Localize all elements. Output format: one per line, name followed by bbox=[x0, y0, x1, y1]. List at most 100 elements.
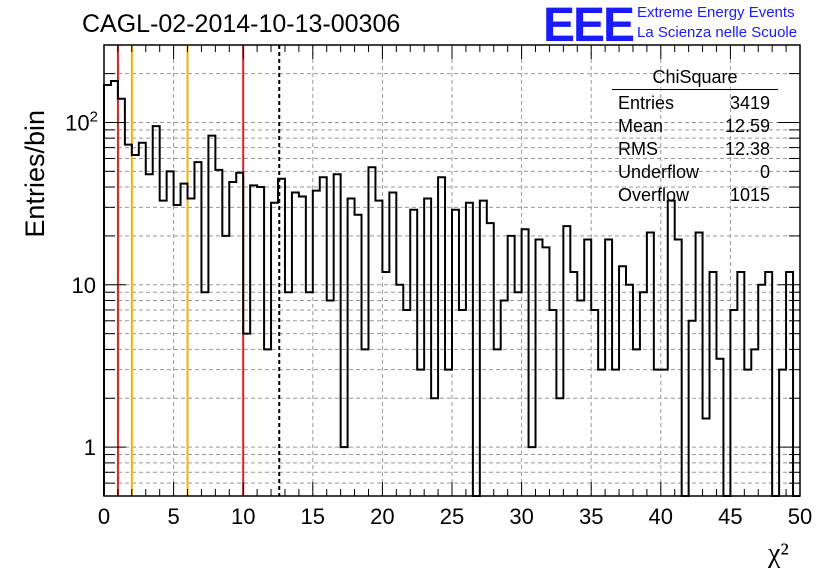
histogram-bin bbox=[188, 199, 195, 496]
histogram-bin bbox=[619, 266, 626, 496]
histogram-bin bbox=[208, 136, 215, 496]
histogram-bin bbox=[549, 310, 556, 496]
histogram-bin bbox=[529, 447, 536, 496]
logo-line-1: Extreme Energy Events bbox=[637, 4, 795, 21]
stats-box: ChiSquare Entries 3419 Mean 12.59 RMS 12.38… bbox=[612, 67, 778, 207]
histogram-bin bbox=[494, 349, 501, 496]
histogram-bin bbox=[744, 370, 751, 496]
histogram-bin bbox=[146, 174, 153, 496]
stats-value: 1015 bbox=[729, 185, 770, 205]
histogram-bin bbox=[236, 173, 243, 496]
stats-label: Overflow bbox=[618, 185, 690, 205]
x-tick-label: 15 bbox=[301, 504, 325, 529]
histogram-bin bbox=[675, 240, 682, 496]
histogram-bin bbox=[396, 285, 403, 496]
histogram-bin bbox=[716, 359, 723, 496]
histogram-bin bbox=[647, 232, 654, 496]
histogram-bin bbox=[417, 370, 424, 496]
x-tick-label: 40 bbox=[649, 504, 673, 529]
histogram-bin bbox=[181, 184, 188, 496]
histogram-bin bbox=[737, 272, 744, 496]
stats-label: Mean bbox=[618, 116, 664, 136]
histogram-bin bbox=[139, 143, 146, 496]
histogram-bin bbox=[375, 201, 382, 496]
plot-title: CAGL-02-2014-10-13-00306 bbox=[82, 10, 401, 38]
x-tick-label: 0 bbox=[98, 504, 110, 529]
histogram-bin bbox=[779, 370, 786, 496]
histogram-bin bbox=[403, 310, 410, 496]
histogram-bin bbox=[104, 85, 111, 496]
histogram-bin bbox=[661, 370, 668, 496]
histogram-bin bbox=[341, 447, 348, 496]
histogram-bin bbox=[118, 99, 125, 496]
x-tick-label: 5 bbox=[167, 504, 179, 529]
histogram-bin bbox=[222, 236, 229, 496]
histogram-bin bbox=[132, 155, 139, 496]
histogram-bin bbox=[452, 210, 459, 496]
histogram-bin bbox=[515, 292, 522, 496]
x-tick-label: 45 bbox=[718, 504, 742, 529]
x-tick-label: 20 bbox=[370, 504, 394, 529]
eee-logo: EEE bbox=[543, 0, 635, 52]
histogram-bin bbox=[368, 167, 375, 496]
histogram-bin bbox=[536, 240, 543, 496]
stats-row-overflow: Overflow 1015 bbox=[612, 184, 778, 207]
histogram-bin bbox=[125, 145, 132, 496]
histogram-bin bbox=[751, 349, 758, 496]
histogram-bin bbox=[758, 285, 765, 496]
histogram-bin bbox=[459, 310, 466, 496]
stats-value: 0 bbox=[759, 162, 770, 182]
histogram-bin bbox=[410, 210, 417, 496]
histogram-bin bbox=[271, 203, 278, 496]
histogram-bin bbox=[264, 349, 271, 496]
histogram-bin bbox=[542, 247, 549, 496]
stats-row-underflow: Underflow 0 bbox=[612, 161, 778, 184]
histogram-bin bbox=[710, 272, 717, 496]
histogram-bin bbox=[382, 272, 389, 496]
histogram-bin bbox=[612, 370, 619, 496]
histogram-bin bbox=[299, 196, 306, 496]
histogram-bin bbox=[153, 126, 160, 496]
stats-row-mean: Mean 12.59 bbox=[612, 115, 778, 138]
logo-line-2: La Scienza nelle Scuole bbox=[637, 24, 798, 41]
histogram-bin bbox=[111, 81, 118, 496]
histogram-bin bbox=[292, 193, 299, 496]
histogram-bin bbox=[334, 174, 341, 496]
stats-value: 3419 bbox=[729, 93, 770, 113]
histogram-bin bbox=[313, 191, 320, 496]
histogram-bin bbox=[229, 182, 236, 496]
histogram-bin bbox=[577, 301, 584, 496]
histogram-bin bbox=[250, 185, 257, 496]
histogram-bin bbox=[285, 292, 292, 496]
x-tick-label: 35 bbox=[579, 504, 603, 529]
histogram-bin bbox=[591, 310, 598, 496]
y-tick-label: 1 bbox=[84, 435, 96, 460]
histogram-bin bbox=[765, 272, 772, 496]
histogram-bin bbox=[501, 301, 508, 496]
histogram-bin bbox=[167, 171, 174, 496]
x-tick-label: 50 bbox=[788, 504, 812, 529]
histogram-outline bbox=[103, 80, 800, 497]
y-tick-label: 10 bbox=[72, 273, 96, 298]
histogram-bin bbox=[355, 215, 362, 496]
stats-value: 12.59 bbox=[724, 116, 770, 136]
marker-lines bbox=[116, 45, 281, 496]
histogram-bin bbox=[445, 370, 452, 496]
histogram-bin bbox=[584, 240, 591, 496]
histogram-bin bbox=[243, 334, 250, 496]
histogram-bin bbox=[438, 177, 445, 496]
logo-caption: Extreme Energy Events La Scienza nelle S… bbox=[637, 3, 797, 43]
histogram-bin bbox=[466, 203, 473, 496]
histogram-bin bbox=[389, 193, 396, 496]
stats-label: Entries bbox=[618, 93, 675, 113]
histogram-bin bbox=[348, 199, 355, 496]
stats-row-rms: RMS 12.38 bbox=[612, 138, 778, 161]
stats-value: 12.38 bbox=[724, 139, 770, 159]
histogram-bin bbox=[654, 370, 661, 496]
histogram-bin bbox=[257, 187, 264, 496]
histogram-bin bbox=[194, 162, 201, 496]
histogram-bin bbox=[362, 349, 369, 496]
histogram-bin bbox=[508, 236, 515, 496]
